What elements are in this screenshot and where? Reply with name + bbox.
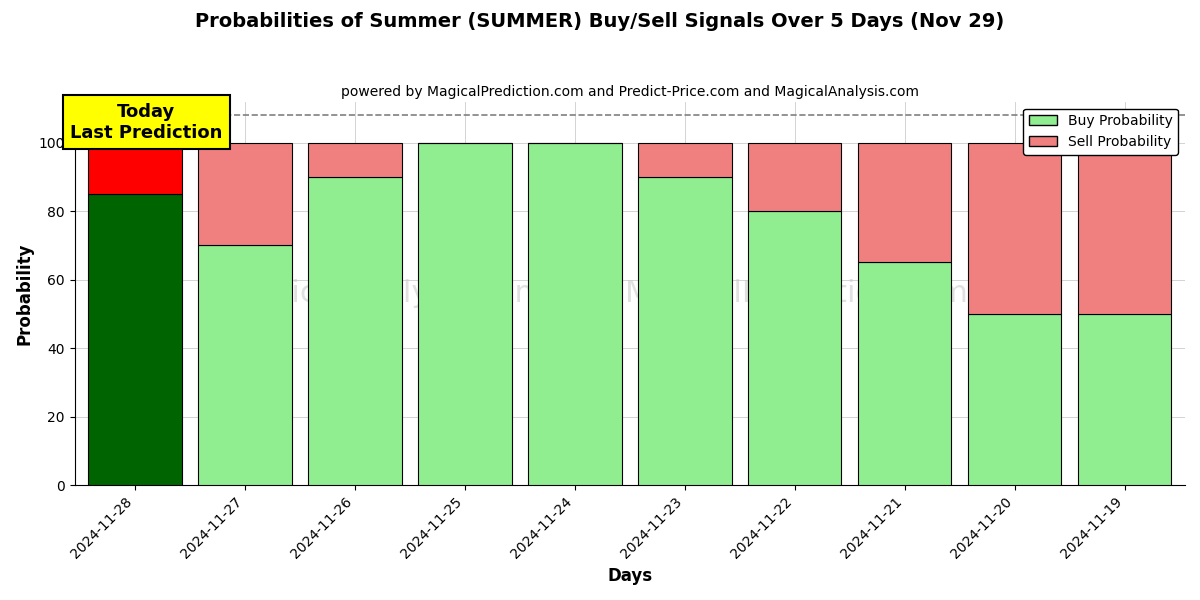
Text: MagicalAnalysis.com: MagicalAnalysis.com — [227, 279, 544, 308]
Legend: Buy Probability, Sell Probability: Buy Probability, Sell Probability — [1024, 109, 1178, 155]
Bar — [528, 143, 622, 485]
Bar — [1078, 143, 1171, 314]
Bar — [858, 143, 952, 262]
Bar — [968, 314, 1061, 485]
Bar — [638, 143, 732, 177]
Bar — [858, 262, 952, 485]
Bar — [1078, 314, 1171, 485]
Bar — [419, 143, 511, 485]
Bar — [308, 143, 402, 177]
X-axis label: Days: Days — [607, 567, 653, 585]
Bar — [198, 245, 292, 485]
Bar — [89, 143, 182, 194]
Y-axis label: Probability: Probability — [16, 242, 34, 344]
Title: powered by MagicalPrediction.com and Predict-Price.com and MagicalAnalysis.com: powered by MagicalPrediction.com and Pre… — [341, 85, 919, 99]
Bar — [748, 143, 841, 211]
Bar — [89, 194, 182, 485]
Bar — [308, 177, 402, 485]
Bar — [638, 177, 732, 485]
Text: Today
Last Prediction: Today Last Prediction — [70, 103, 222, 142]
Bar — [198, 143, 292, 245]
Text: MagicalPrediction.com: MagicalPrediction.com — [625, 279, 968, 308]
Text: Probabilities of Summer (SUMMER) Buy/Sell Signals Over 5 Days (Nov 29): Probabilities of Summer (SUMMER) Buy/Sel… — [196, 12, 1004, 31]
Bar — [748, 211, 841, 485]
Bar — [968, 143, 1061, 314]
